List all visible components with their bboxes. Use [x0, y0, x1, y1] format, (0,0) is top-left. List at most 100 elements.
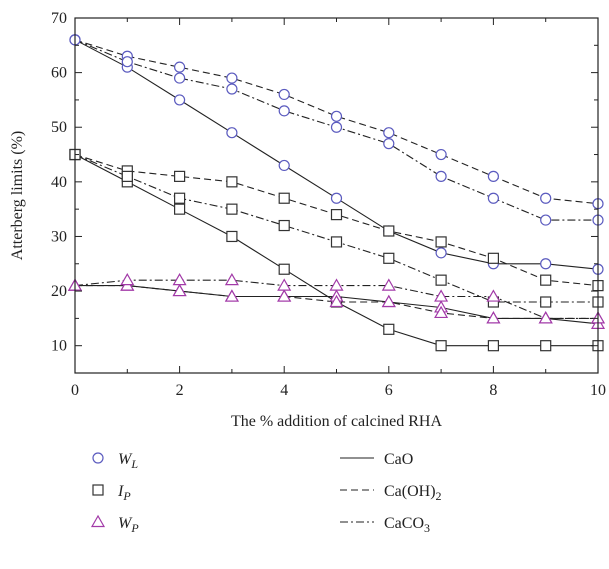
legend-label: Ca(OH)2: [384, 483, 442, 503]
data-point-square: [435, 236, 447, 248]
legend: WL IP WP CaO Ca(OH)2 CaCO3: [90, 451, 442, 535]
data-point-square: [278, 192, 290, 204]
data-point-triangle: [538, 311, 553, 324]
data-point-circle: [278, 159, 290, 172]
x-tick-label: 4: [280, 382, 288, 399]
legend-item-ip: IP: [92, 483, 131, 503]
data-point-triangle: [329, 278, 344, 291]
data-point-circle: [226, 72, 238, 84]
data-point-triangle: [224, 289, 239, 302]
data-point-triangle: [224, 272, 239, 286]
data-point-square: [383, 225, 395, 237]
data-point-triangle: [486, 311, 501, 324]
y-tick-label: 40: [51, 174, 67, 191]
data-point-triangle: [277, 278, 292, 291]
data-point-square: [174, 203, 186, 215]
data-point-circle: [487, 192, 499, 204]
axis-ticks: [74, 17, 599, 374]
series-line-wl-cao: [74, 39, 599, 270]
x-tick-label: 10: [590, 382, 606, 399]
axis-tick-labels: 0 2 4 6 8 10 10 20 30 40 50 60 70: [51, 10, 606, 399]
y-tick-label: 20: [51, 283, 67, 300]
data-point-square: [226, 230, 238, 243]
legend-label: IP: [117, 483, 131, 503]
legend-label: WP: [118, 515, 139, 535]
data-point-triangle: [277, 289, 292, 302]
data-point-triangle: [120, 272, 135, 286]
data-point-square: [435, 274, 447, 286]
data-point-square: [540, 274, 552, 286]
legend-item-wl: WL: [92, 451, 138, 471]
data-point-square: [174, 170, 186, 182]
data-point-circle: [540, 192, 552, 204]
data-point-triangle: [434, 305, 449, 319]
x-tick-label: 2: [176, 382, 184, 399]
data-point-triangle: [381, 278, 396, 291]
data-point-square: [226, 176, 238, 188]
data-point-square: [278, 219, 290, 232]
data-point-circle: [174, 61, 186, 73]
y-tick-label: 50: [51, 119, 67, 136]
legend-item-cao: CaO: [340, 451, 413, 468]
y-tick-label: 70: [51, 10, 67, 27]
legend-label: WL: [118, 451, 138, 471]
data-point-square: [540, 340, 552, 352]
data-point-circle: [330, 192, 343, 204]
data-point-triangle: [434, 289, 449, 302]
data-point-circle: [487, 170, 499, 182]
data-point-triangle: [486, 289, 501, 302]
data-point-circle: [226, 83, 238, 95]
data-point-circle: [435, 247, 447, 259]
data-point-circle: [278, 88, 290, 101]
x-axis-title: The % addition of calcined RHA: [231, 413, 442, 430]
y-tick-label: 60: [51, 65, 67, 82]
legend-circle-icon: [92, 452, 104, 464]
data-point-circle: [278, 105, 290, 117]
data-point-circle: [540, 258, 552, 270]
y-tick-label: 30: [51, 228, 67, 245]
x-tick-label: 8: [489, 382, 497, 399]
legend-item-caco3: CaCO3: [340, 515, 430, 535]
data-point-circle: [330, 110, 343, 122]
x-tick-label: 6: [385, 382, 393, 399]
x-tick-label: 0: [71, 382, 79, 399]
data-point-square: [383, 323, 395, 335]
data-point-circle: [540, 214, 552, 226]
data-point-square: [278, 263, 290, 275]
data-point-square: [174, 192, 186, 204]
y-tick-label: 10: [51, 338, 67, 355]
legend-triangle-icon: [90, 514, 106, 528]
data-point-circle: [174, 94, 186, 106]
legend-label: CaO: [384, 451, 413, 468]
data-point-square: [540, 296, 552, 308]
data-point-square: [330, 236, 343, 248]
legend-item-wp: WP: [90, 514, 139, 535]
legend-label: CaCO3: [384, 515, 430, 535]
data-point-circle: [383, 127, 395, 139]
data-point-triangle: [381, 294, 396, 308]
data-point-circle: [383, 138, 395, 150]
data-point-square: [487, 340, 499, 352]
data-point-square: [435, 340, 447, 352]
y-axis-title: Atterberg limits (%): [9, 131, 26, 260]
data-point-square: [121, 170, 133, 182]
data-point-circle: [226, 127, 238, 139]
data-point-circle: [435, 148, 447, 161]
data-point-triangle: [172, 272, 187, 286]
data-point-circle: [435, 170, 447, 182]
data-point-circle: [121, 56, 133, 68]
data-point-circle: [174, 72, 186, 84]
data-point-square: [383, 252, 395, 264]
data-point-square: [226, 203, 238, 215]
data-point-circle: [330, 121, 343, 133]
series-line-wl-caoh2: [74, 39, 599, 205]
series-line-ip-cao: [74, 154, 598, 347]
legend-item-caoh2: Ca(OH)2: [340, 483, 442, 503]
data-point-triangle: [329, 294, 344, 308]
data-point-square: [330, 209, 343, 221]
data-point-square: [487, 252, 499, 264]
legend-square-icon: [92, 484, 104, 496]
data-point-triangle: [172, 283, 187, 297]
